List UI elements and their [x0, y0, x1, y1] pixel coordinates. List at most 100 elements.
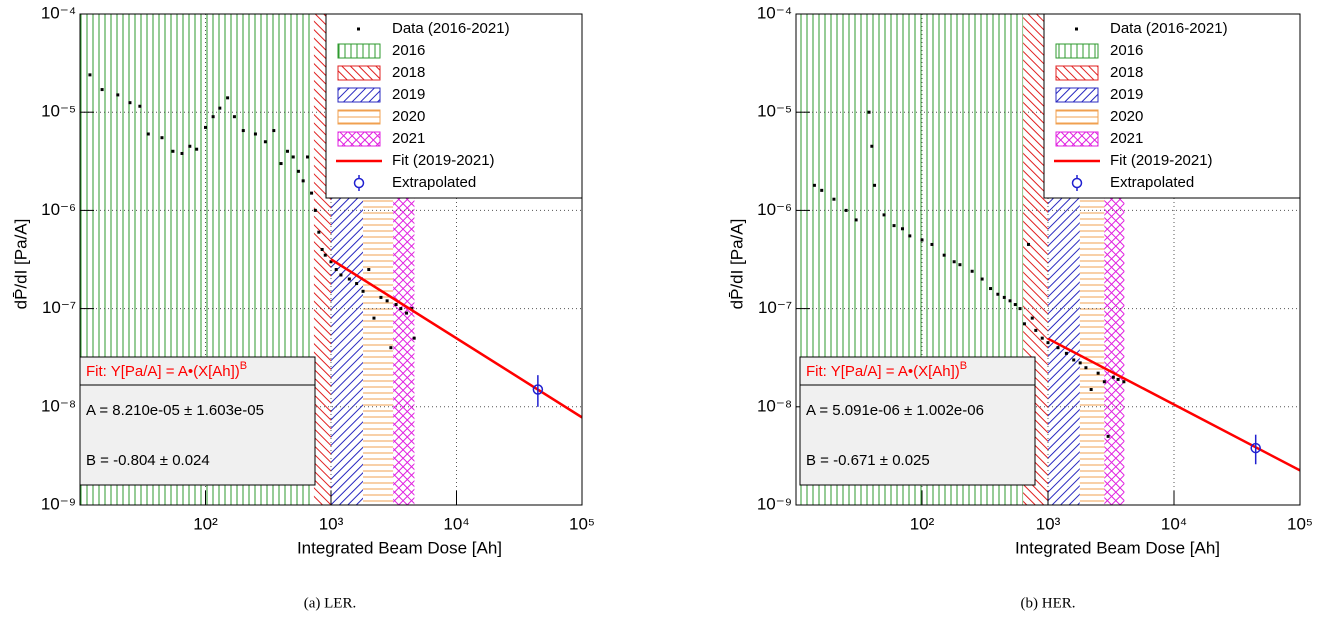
legend-label: 2016 [1110, 42, 1143, 59]
legend-symbol [1071, 177, 1083, 189]
data-point [958, 263, 962, 267]
data-point [263, 140, 267, 144]
data-point [88, 73, 92, 77]
data-point [410, 307, 414, 311]
legend-box [325, 13, 583, 199]
fit-box-line: B = -0.804 ± 0.024 [86, 452, 210, 469]
y-tick-label: 10⁻⁵ [41, 102, 76, 121]
legend-symbol [1055, 65, 1099, 81]
y-tick-label: 10⁻⁷ [758, 298, 792, 317]
extrapolated-point [1250, 442, 1261, 454]
x-tick-label: 10² [910, 514, 935, 533]
extrapolated-point [532, 384, 544, 395]
fit-line [1047, 337, 1300, 472]
data-point [900, 227, 904, 231]
fit-box-title: Fit: Y[Pa/A] = A•(X[Ah])B [86, 360, 247, 380]
data-point [1096, 371, 1100, 375]
data-point [989, 287, 993, 291]
data-point [854, 218, 858, 222]
data-point [1122, 380, 1126, 384]
y-tick-label: 10⁻⁹ [41, 494, 76, 513]
y-tick-label: 10⁻⁶ [41, 200, 76, 219]
data-point [970, 269, 974, 273]
data-point [1064, 351, 1068, 355]
legend-symbol [337, 109, 381, 125]
data-point [892, 224, 896, 228]
data-point [138, 104, 142, 108]
fit-box-title-exponent: B [960, 360, 967, 372]
data-point [372, 316, 376, 320]
fit-box-title-text: Fit: Y[Pa/A] = A•(X[Ah]) [86, 363, 240, 380]
data-point [1078, 361, 1082, 365]
data-point [1089, 388, 1093, 392]
legend-symbol [337, 87, 381, 103]
data-point [204, 125, 207, 129]
legend-symbol [1055, 109, 1099, 125]
data-point [996, 292, 1000, 296]
data-point [1002, 295, 1006, 299]
data-point [379, 295, 383, 299]
data-point [832, 197, 836, 201]
caption: (a) LER. [304, 595, 356, 611]
fit-line [330, 258, 582, 419]
data-point [317, 230, 321, 234]
x-tick-label: 10⁴ [1161, 514, 1187, 533]
data-point [100, 88, 104, 92]
legend-symbol [357, 27, 360, 31]
fit-box-title-text: Fit: Y[Pa/A] = A•(X[Ah]) [806, 363, 960, 380]
legend-symbol [1055, 87, 1099, 103]
legend-symbol [1055, 131, 1099, 147]
data-point [301, 179, 305, 183]
data-point [241, 129, 245, 133]
legend-symbol [337, 43, 381, 59]
data-point [1018, 307, 1022, 311]
data-point [347, 277, 351, 281]
data-point [272, 129, 276, 133]
y-tick-label: 10⁻⁹ [757, 494, 792, 513]
data-point [1084, 366, 1088, 370]
data-point [285, 149, 289, 153]
legend-label: 2019 [1110, 86, 1143, 103]
data-point [1013, 303, 1017, 307]
data-point [1030, 316, 1034, 320]
data-point [313, 208, 317, 212]
legend-symbol [337, 131, 381, 147]
x-axis-title: Integrated Beam Dose [Ah] [297, 538, 502, 557]
data-point [412, 336, 416, 340]
data-point [296, 169, 300, 173]
caption: (b) HER. [1021, 595, 1076, 611]
data-point [279, 162, 283, 166]
data-point [128, 101, 132, 105]
chart: 10² 10³ 10⁴ 10⁵ 10⁻⁹ 10⁻⁸ 10⁻⁷ 10⁻⁶ 10⁻⁵ 10⁻⁴ Inte… [727, 3, 1313, 611]
data-point [1040, 336, 1044, 340]
data-point [882, 213, 886, 217]
data-point [812, 183, 816, 187]
data-point [1056, 346, 1060, 350]
data-point [355, 282, 359, 286]
legend-label: 2019 [392, 86, 425, 103]
legend-label: Extrapolated [1110, 174, 1194, 191]
data-point [952, 260, 956, 264]
legend-label: Data (2016-2021) [1110, 20, 1228, 37]
legend-label: 2018 [1110, 64, 1143, 81]
data-point [980, 277, 984, 281]
x-tick-label: 10³ [319, 514, 344, 533]
data-point [1026, 242, 1030, 246]
legend-symbol [337, 65, 381, 81]
data-point [820, 188, 824, 192]
y-axis-title: dP̄/dI [Pa/A] [727, 219, 746, 310]
data-point [160, 136, 164, 140]
y-tick-label: 10⁻⁴ [41, 3, 76, 22]
legend-label: 2020 [1110, 108, 1143, 125]
data-point [218, 106, 222, 110]
x-tick-label: 10⁴ [443, 514, 469, 533]
data-point [867, 110, 871, 114]
chart: 10² 10³ 10⁴ 10⁵ 10⁻⁹ 10⁻⁸ 10⁻⁷ 10⁻⁶ 10⁻⁵ 10⁻⁴ Inte… [11, 3, 595, 611]
data-point [361, 289, 365, 293]
fit-box-title: Fit: Y[Pa/A] = A•(X[Ah])B [806, 360, 967, 380]
legend-label: 2016 [392, 42, 425, 59]
legend-label: 2020 [392, 108, 425, 125]
fit-box-title-exponent: B [240, 360, 247, 372]
